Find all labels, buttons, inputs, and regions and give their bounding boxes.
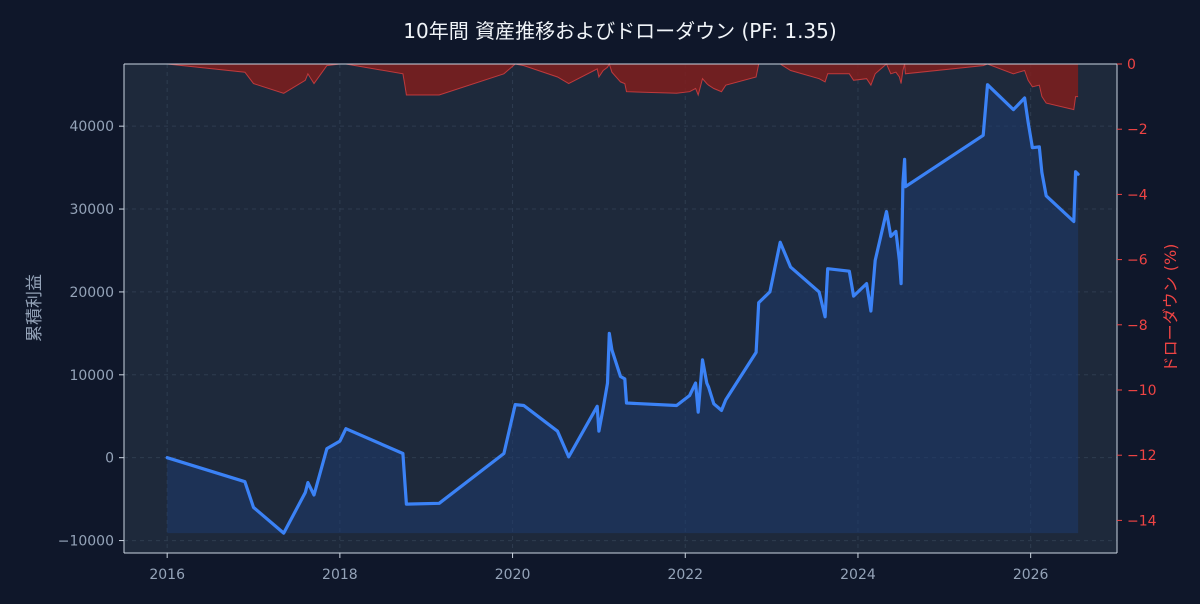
drawdown-layer <box>167 62 1079 111</box>
y-right-tick-label: −8 <box>1127 318 1148 334</box>
y-right-tick-label: −12 <box>1127 448 1157 464</box>
right-axis-label: ドローダウン (%) <box>1161 244 1180 373</box>
equity-line-layer <box>165 83 1080 535</box>
ticks-layer: 2016 2018 2020 2022 2024 2026 −10000 0 10000 2000… <box>58 57 1157 583</box>
y-right-tick-label: −2 <box>1127 122 1148 138</box>
y-right-tick-label: −10 <box>1127 383 1157 399</box>
y-left-tick-label: 0 <box>105 451 114 467</box>
y-left-tick-label: 20000 <box>69 285 114 301</box>
y-left-tick-label: −10000 <box>58 534 114 550</box>
equity-fill-area <box>167 84 1079 534</box>
x-tick-label: 2022 <box>667 567 703 583</box>
y-right-tick-label: 0 <box>1127 57 1136 73</box>
x-tick-label: 2020 <box>495 567 531 583</box>
y-left-tick-label: 30000 <box>69 202 114 218</box>
y-right-tick-label: −6 <box>1127 253 1148 269</box>
equity-line <box>165 83 1080 535</box>
equity-fill-layer <box>167 84 1079 534</box>
left-axis-label: 累積利益 <box>25 274 45 342</box>
drawdown-line <box>167 62 1079 111</box>
x-tick-label: 2026 <box>1013 567 1049 583</box>
chart-title: 10年間 資産推移およびドローダウン (PF: 1.35) <box>403 19 836 43</box>
y-right-tick-label: −4 <box>1127 187 1148 203</box>
y-left-tick-label: 40000 <box>69 119 114 135</box>
x-tick-label: 2018 <box>322 567 358 583</box>
x-tick-label: 2024 <box>840 567 876 583</box>
axes-layer <box>123 63 1118 554</box>
x-tick-label: 2016 <box>149 567 185 583</box>
y-left-tick-label: 10000 <box>69 368 114 384</box>
y-right-tick-label: −14 <box>1127 513 1157 529</box>
